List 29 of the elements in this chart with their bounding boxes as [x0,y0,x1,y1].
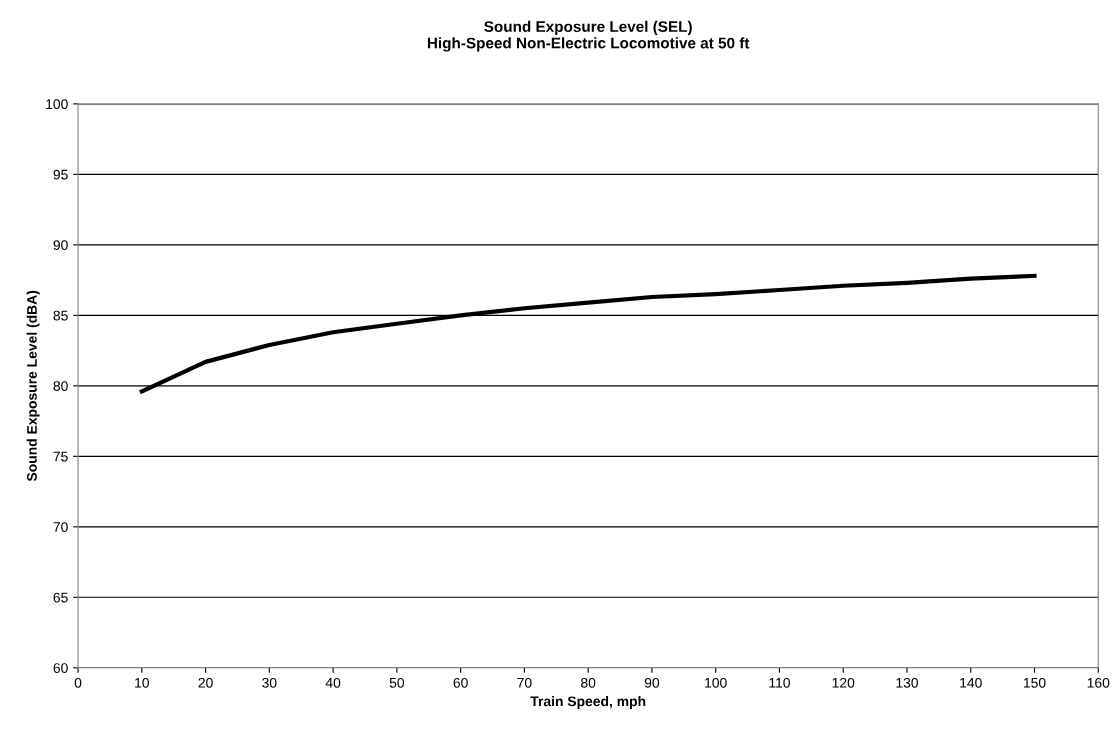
y-axis-title: Sound Exposure Level (dBA) [26,290,40,482]
x-tick-label: 150 [1023,677,1046,688]
x-tick-label: 30 [262,677,277,688]
x-tick-label: 80 [581,677,596,688]
x-tick-label: 60 [453,677,468,688]
x-tick-label: 110 [769,677,790,688]
y-tick-label: 75 [53,451,68,462]
y-tick-label: 95 [53,169,68,180]
x-tick-label: 70 [517,677,532,688]
y-tick-label: 90 [53,240,68,251]
x-axis-title: Train Speed, mph [530,696,646,709]
y-tick-label: 70 [53,522,68,532]
x-tick-label: 140 [960,677,982,688]
y-tick-label: 80 [53,381,68,392]
x-tick-label: 10 [135,677,149,688]
x-tick-label: 50 [389,677,405,688]
x-tick-label: 120 [832,677,855,688]
x-tick-label: 130 [896,677,919,688]
x-tick-label: 40 [325,677,341,688]
y-tick-label: 65 [53,592,68,603]
chart-title: Sound Exposure Level (SEL) High-Speed Non-Electric Locomotive at 50 ft [427,20,750,52]
x-tick-label: 0 [74,677,82,688]
x-tick-label: 90 [644,677,660,688]
y-tick-label: 60 [53,663,68,673]
y-tick-label: 85 [53,310,68,321]
y-tick-label: 100 [46,99,68,110]
x-tick-label: 100 [705,677,727,688]
x-tick-label: 160 [1087,677,1110,688]
x-tick-label: 20 [198,677,213,688]
